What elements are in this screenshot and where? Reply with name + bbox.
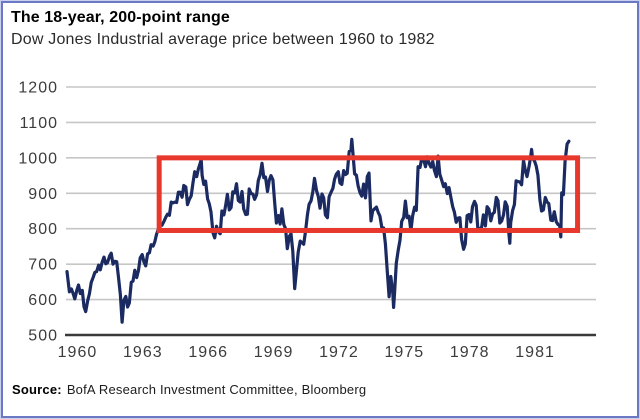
x-axis-tick-label: 1975 bbox=[385, 344, 425, 361]
range-highlight-box bbox=[156, 155, 581, 233]
x-axis-tick-label: 1972 bbox=[319, 344, 359, 361]
x-axis-tick-label: 1978 bbox=[450, 344, 490, 361]
chart-title: The 18-year, 200-point range bbox=[11, 9, 230, 26]
y-axis-tick-label: 600 bbox=[28, 292, 58, 309]
y-axis-tick-label: 500 bbox=[28, 328, 58, 345]
x-axis-tick-label: 1963 bbox=[123, 344, 163, 361]
y-axis-tick-label: 700 bbox=[28, 257, 58, 274]
price-line bbox=[65, 137, 571, 324]
y-axis-tick-label: 1100 bbox=[20, 115, 58, 132]
x-axis-tick-label: 1981 bbox=[515, 344, 555, 361]
y-axis-tick-label: 900 bbox=[28, 186, 58, 203]
y-axis-tick-label: 1200 bbox=[18, 80, 58, 97]
y-axis-tick-label: 800 bbox=[28, 221, 58, 238]
source-text: BofA Research Investment Committee, Bloo… bbox=[66, 382, 367, 397]
source-label: Source: bbox=[12, 382, 62, 397]
source-note: Source: BofA Research Investment Committe… bbox=[12, 382, 366, 397]
x-axis-tick-label: 1969 bbox=[254, 344, 294, 361]
x-axis-tick-label: 1960 bbox=[58, 344, 98, 361]
x-axis-tick-label: 1966 bbox=[188, 344, 228, 361]
chart-subtitle: Dow Jones Industrial average price betwe… bbox=[11, 31, 435, 48]
y-axis-tick-label: 1000 bbox=[18, 150, 58, 167]
chart-header: The 18-year, 200-point range Dow Jones I… bbox=[11, 7, 435, 50]
